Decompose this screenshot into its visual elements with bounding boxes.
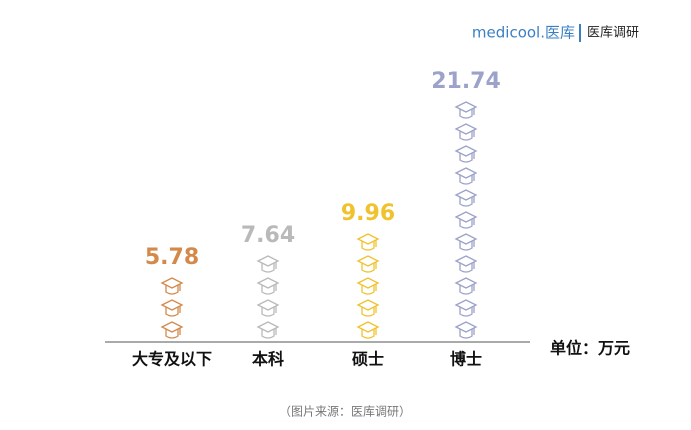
- cap-body: [459, 109, 473, 119]
- cap-body: [165, 307, 179, 317]
- category-label: 博士: [450, 350, 482, 369]
- cap-body: [459, 329, 473, 339]
- category-label: 大专及以下: [132, 350, 212, 369]
- cap-icon: [256, 299, 280, 317]
- cap-top: [454, 123, 478, 135]
- cap-top: [454, 189, 478, 201]
- cap-icon: [454, 123, 478, 141]
- cap-icon: [454, 167, 478, 185]
- icon-column: [160, 277, 184, 339]
- cap-icon: [356, 277, 380, 295]
- cap-top: [454, 321, 478, 333]
- cap-body: [261, 307, 275, 317]
- section-name: 医库调研: [587, 25, 639, 41]
- source: （图片来源：医库调研）: [279, 404, 411, 419]
- icon-column: [454, 101, 478, 339]
- cap-top: [454, 101, 478, 113]
- cap-top: [454, 255, 478, 267]
- icon-column: [356, 233, 380, 339]
- cap-body: [459, 175, 473, 185]
- cap-icon: [454, 277, 478, 295]
- cap-top: [356, 233, 380, 245]
- cap-top: [454, 145, 478, 157]
- cap-top: [256, 321, 280, 333]
- cap-body: [261, 263, 275, 273]
- cap-body: [361, 285, 375, 295]
- cap-top: [256, 299, 280, 311]
- cap-icon: [356, 321, 380, 339]
- value-label: 21.74: [431, 69, 501, 94]
- unit-label: 单位：万元: [550, 339, 630, 358]
- cap-top: [256, 255, 280, 267]
- cap-body: [459, 263, 473, 273]
- cap-top: [356, 255, 380, 267]
- cap-body: [261, 329, 275, 339]
- cap-icon: [256, 321, 280, 339]
- cap-body: [165, 285, 179, 295]
- cap-icon: [356, 233, 380, 251]
- cap-top: [454, 167, 478, 179]
- cap-icon: [454, 299, 478, 317]
- cap-body: [361, 307, 375, 317]
- cap-body: [165, 329, 179, 339]
- cap-icon: [256, 255, 280, 273]
- cap-body: [459, 153, 473, 163]
- cap-body: [261, 285, 275, 295]
- cap-top: [356, 321, 380, 333]
- cap-icon: [160, 321, 184, 339]
- cap-icon: [454, 211, 478, 229]
- cap-icon: [356, 255, 380, 273]
- cap-top: [454, 299, 478, 311]
- cap-top: [160, 299, 184, 311]
- cap-icon: [256, 277, 280, 295]
- cap-top: [160, 277, 184, 289]
- cap-top: [454, 211, 478, 223]
- cap-icon: [454, 145, 478, 163]
- cap-body: [459, 241, 473, 251]
- value-label: 7.64: [241, 223, 295, 248]
- cap-top: [356, 299, 380, 311]
- cap-icon: [454, 255, 478, 273]
- cap-body: [361, 329, 375, 339]
- cap-icon: [454, 189, 478, 207]
- cap-body: [459, 219, 473, 229]
- cap-top: [356, 277, 380, 289]
- category-label: 本科: [252, 350, 284, 369]
- icon-column: [256, 255, 280, 339]
- cap-icon: [160, 299, 184, 317]
- cap-body: [459, 285, 473, 295]
- category-label: 硕士: [352, 350, 384, 369]
- cap-body: [459, 197, 473, 207]
- cap-body: [459, 307, 473, 317]
- cap-icon: [160, 277, 184, 295]
- value-label: 5.78: [145, 245, 199, 270]
- cap-top: [454, 233, 478, 245]
- cap-body: [361, 263, 375, 273]
- cap-icon: [454, 101, 478, 119]
- cap-icon: [454, 321, 478, 339]
- brand: medicool.医库: [472, 24, 575, 42]
- cap-icon: [356, 299, 380, 317]
- cap-body: [459, 131, 473, 141]
- cap-top: [256, 277, 280, 289]
- value-label: 9.96: [341, 201, 395, 226]
- cap-top: [160, 321, 184, 333]
- cap-icon: [454, 233, 478, 251]
- cap-top: [454, 277, 478, 289]
- cap-body: [361, 241, 375, 251]
